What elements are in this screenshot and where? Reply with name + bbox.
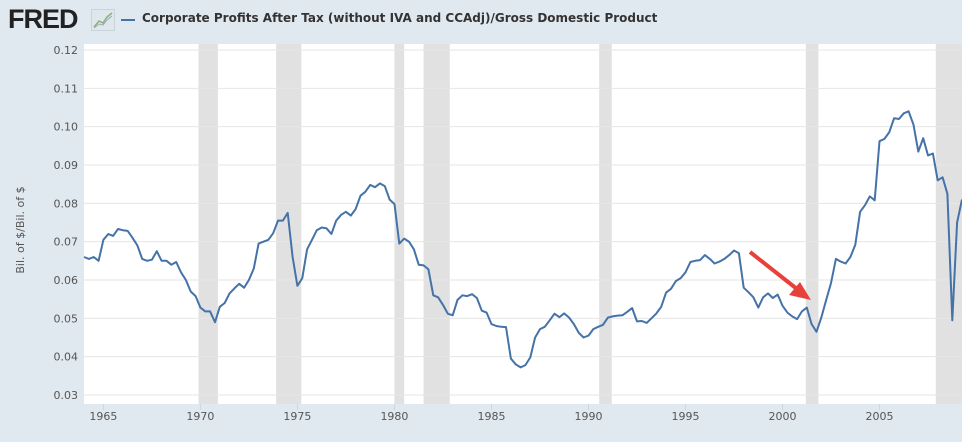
series-line (83, 110, 962, 369)
x-tick-label: 1970 (186, 410, 214, 423)
y-tick-label: 0.04 (54, 351, 79, 364)
y-tick-label: 0.08 (54, 197, 79, 210)
recession-band (394, 44, 405, 404)
x-tick-label: 1990 (574, 410, 602, 423)
x-tick-label: 1980 (380, 410, 408, 423)
y-tick-label: 0.11 (54, 82, 79, 95)
y-tick-label: 0.12 (54, 44, 79, 57)
y-tick-label: 0.09 (54, 159, 79, 172)
x-axis-band (84, 404, 962, 442)
x-tick-label: 1965 (89, 410, 117, 423)
chart-title: Corporate Profits After Tax (without IVA… (142, 11, 658, 25)
x-tick-label: 1985 (477, 410, 505, 423)
y-tick-label: 0.07 (54, 236, 79, 249)
y-axis-label: Bil. of $/Bil. of $ (14, 186, 27, 273)
recession-band (599, 44, 612, 404)
y-tick-label: 0.05 (54, 312, 79, 325)
x-tick-label: 1975 (283, 410, 311, 423)
recession-band (805, 44, 819, 404)
recession-band (423, 44, 450, 404)
legend-swatch (121, 19, 135, 21)
fred-logo[interactable]: FRED (8, 4, 78, 34)
red-arrow-annotation (748, 250, 811, 300)
x-tick-label: 1995 (672, 410, 700, 423)
x-tick-label: 2005 (866, 410, 894, 423)
line-chart-icon (91, 9, 115, 31)
chart-header: FRED Corporate Profits After Tax (withou… (0, 0, 962, 40)
y-tick-label: 0.03 (54, 389, 79, 402)
x-tick-label: 2000 (769, 410, 797, 423)
y-tick-label: 0.10 (54, 121, 79, 134)
y-tick-label: 0.06 (54, 274, 79, 287)
recession-band (198, 44, 218, 404)
